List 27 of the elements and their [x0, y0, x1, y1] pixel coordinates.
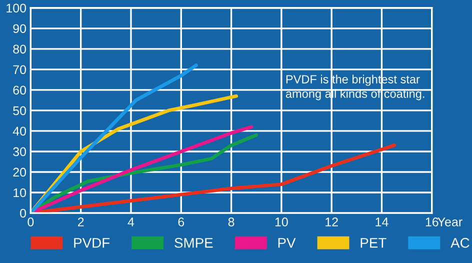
y-tick-label: 100 [6, 4, 26, 13]
y-tick-label: 10 [14, 188, 26, 198]
x-tick-label: 12 [326, 218, 338, 226]
y-tick-label: 50 [13, 106, 26, 116]
legend-label: AC [450, 238, 470, 248]
x-tick-label: 4 [128, 218, 134, 226]
x-tick-label: 0 [28, 218, 34, 226]
x-tick-label: 2 [78, 218, 84, 226]
y-tick-label: 90 [13, 24, 26, 34]
legend-label: PV [278, 238, 296, 248]
x-axis-title: Year [438, 218, 462, 226]
x-tick-label: 16 [426, 218, 438, 226]
x-tick-label: 14 [376, 218, 388, 226]
y-tick-label: 70 [13, 65, 26, 74]
x-tick-label: 8 [228, 218, 234, 226]
y-tick-label: 60 [13, 86, 26, 95]
legend-label: SMPE [174, 238, 213, 248]
legend-label: PET [360, 238, 386, 248]
y-tick-label: 30 [13, 147, 26, 156]
y-tick-label: 0 [20, 208, 26, 218]
x-tick-label: 6 [178, 218, 184, 226]
legend-label: PVDF [74, 238, 110, 248]
y-tick-label: 80 [13, 44, 26, 54]
line-series [30, 64, 198, 214]
x-tick-label: 10 [275, 218, 288, 226]
y-tick-label: 20 [13, 168, 26, 177]
y-tick-label: 40 [12, 126, 26, 136]
